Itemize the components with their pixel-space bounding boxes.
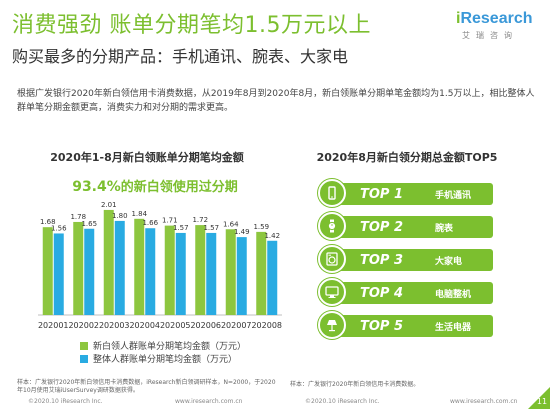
footnote-right: 样本：广发银行2020年新白领信用卡消费数据。 (290, 381, 420, 388)
chart-legend: 新白领人群账单分期笔均金额（万元） 整体人群账单分期笔均金额（万元） (80, 339, 246, 365)
data-label: 1.49 (234, 228, 250, 236)
data-label: 1.78 (70, 213, 86, 221)
watch-icon (318, 211, 346, 240)
bar-new-white-collar-202003 (103, 209, 114, 315)
x-tick-label: 202004 (129, 321, 160, 330)
data-label: 1.64 (223, 220, 239, 228)
x-tick-label: 202002 (68, 321, 99, 330)
top-item-3: TOP 3 大家电 (318, 244, 493, 273)
logo-research: Research (460, 10, 533, 27)
bar-new-white-collar-202001 (42, 227, 53, 315)
legend-label: 新白领人群账单分期笔均金额（万元） (93, 342, 247, 352)
washing-machine-icon (318, 244, 346, 273)
data-label: 1.56 (51, 224, 67, 232)
bar-overall-202006 (206, 232, 217, 315)
x-tick-label: 202001 (38, 321, 69, 330)
bar-overall-202005 (175, 232, 186, 315)
top-rank: TOP 1 (360, 186, 404, 202)
data-label: 1.42 (264, 232, 280, 240)
x-tick-label: 202007 (221, 321, 252, 330)
top-item-5: TOP 5 生活电器 (318, 310, 493, 339)
data-label: 1.57 (203, 224, 219, 232)
bar-new-white-collar-202008 (256, 231, 267, 315)
x-tick-label: 202008 (251, 321, 282, 330)
top-bar: TOP 1 手机通讯 (338, 183, 493, 205)
copyright-right: ©2020.10 iResearch Inc. (305, 398, 380, 405)
top-item-1: TOP 1 手机通讯 (318, 178, 493, 207)
top-bar: TOP 3 大家电 (338, 249, 493, 271)
data-label: 1.80 (112, 212, 128, 220)
data-label: 1.72 (192, 216, 208, 224)
bar-new-white-collar-202007 (225, 229, 236, 315)
page-title: 消费强劲 账单分期笔均1.5万元以上 (12, 13, 371, 38)
top-rank: TOP 3 (360, 252, 404, 268)
top-item-2: TOP 2 腕表 (318, 211, 493, 240)
bar-overall-202007 (236, 237, 247, 315)
iresearch-logo: iResearch 艾瑞咨询 (456, 10, 540, 46)
legend-swatch-green (80, 341, 88, 350)
logo-subtitle: 艾瑞咨询 (462, 31, 518, 40)
top-bar: TOP 5 生活电器 (338, 315, 493, 337)
legend-label: 整体人群账单分期笔均金额（万元） (93, 355, 238, 365)
top-name: 手机通讯 (435, 190, 472, 201)
logo-wordmark: iResearch (456, 10, 540, 28)
bar-new-white-collar-202002 (73, 221, 84, 315)
top-rank: TOP 5 (360, 318, 404, 334)
phone-icon (318, 178, 346, 207)
copyright-left: ©2020.10 iResearch Inc. (28, 398, 103, 405)
top-rank: TOP 2 (360, 219, 404, 235)
logo-i: i (456, 10, 461, 27)
data-label: 1.84 (131, 210, 147, 218)
bar-overall-202001 (53, 233, 64, 315)
top-name: 电脑整机 (435, 289, 472, 300)
x-tick-label: 202006 (190, 321, 221, 330)
data-label: 1.68 (40, 218, 56, 226)
website-right: www.iresearch.com.cn (450, 398, 518, 405)
description-text: 根据广发银行2020年新白领信用卡消费数据，从2019年8月到2020年8月，新… (17, 89, 535, 113)
top-name: 生活电器 (435, 322, 472, 333)
bar-new-white-collar-202005 (164, 225, 175, 315)
top-bar: TOP 4 电脑整机 (338, 282, 493, 304)
footnote-left: 样本：广发银行2020年新白领信用卡消费数据，iResearch新白领调研样本，… (17, 379, 276, 394)
bar-overall-202008 (267, 240, 278, 315)
top-name: 大家电 (435, 256, 463, 267)
bar-overall-202002 (84, 228, 95, 315)
lamp-icon (318, 310, 346, 339)
legend-item-new-white-collar: 新白领人群账单分期笔均金额（万元） (80, 339, 246, 352)
top5-list: TOP 1 手机通讯 TOP 2 腕表 TOP 3 大家电 TOP 4 电脑整机 (318, 178, 493, 345)
page-subtitle: 购买最多的分期产品：手机通讯、腕表、大家电 (12, 47, 349, 66)
left-chart-title: 2020年1-8月新白领账单分期笔均金额 (50, 151, 244, 164)
data-label: 1.57 (173, 224, 189, 232)
right-panel-title: 2020年8月新白领分期总金额TOP5 (316, 151, 498, 164)
highlight-text: 的新白领使用过分期 (120, 180, 238, 195)
website-left: www.iresearch.com.cn (175, 398, 243, 405)
top-bar: TOP 2 腕表 (338, 216, 493, 238)
highlight-percent: 93.4% (72, 179, 121, 195)
computer-icon (318, 277, 346, 306)
top-name: 腕表 (435, 223, 454, 234)
data-label: 1.65 (81, 220, 97, 228)
data-label: 1.66 (142, 219, 158, 227)
data-label: 1.59 (253, 223, 269, 231)
bar-new-white-collar-202006 (195, 225, 206, 315)
top-rank: TOP 4 (360, 285, 404, 301)
x-tick-label: 202003 (99, 321, 130, 330)
top-item-4: TOP 4 电脑整机 (318, 277, 493, 306)
highlight-stat: 93.4%的新白领使用过分期 (60, 176, 250, 195)
x-tick-label: 202005 (160, 321, 191, 330)
bar-overall-202003 (114, 220, 125, 315)
bar-new-white-collar-202004 (134, 218, 145, 315)
data-label: 2.01 (101, 201, 117, 209)
legend-item-overall: 整体人群账单分期笔均金额（万元） (80, 352, 246, 365)
bar-overall-202004 (145, 228, 156, 315)
data-label: 1.71 (162, 217, 178, 225)
legend-swatch-blue (80, 354, 88, 363)
